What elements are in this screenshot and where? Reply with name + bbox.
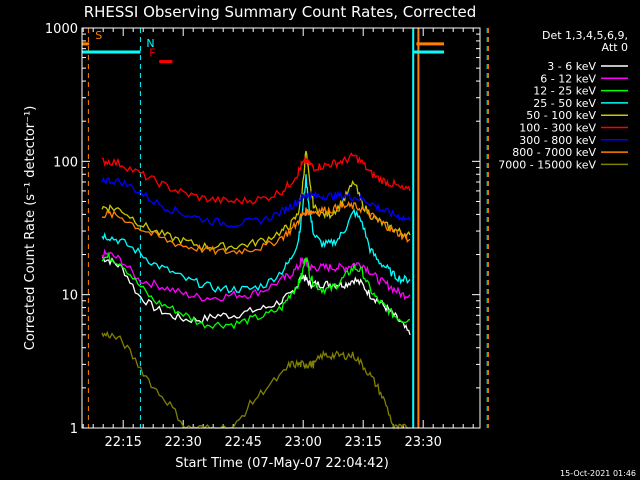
y-tick-label: 10: [61, 289, 78, 304]
x-axis: 22:15 22:30 22:45 23:00 23:15 23:30: [82, 28, 474, 450]
flag-bars: S NF: [82, 29, 444, 64]
series-line: [101, 174, 411, 294]
flag-bar-label: N: [146, 37, 154, 50]
footer-timestamp: 15-Oct-2021 01:46: [560, 469, 636, 478]
legend-header-detectors: Det 1,3,4,5,6,9,: [542, 29, 628, 42]
series-line: [101, 176, 411, 228]
x-tick-label: 22:15: [104, 435, 141, 450]
legend-entry-label: 12 - 25 keV: [533, 85, 596, 98]
legend-entry-label: 25 - 50 keV: [533, 97, 596, 110]
legend-entry-label: 6 - 12 keV: [540, 72, 596, 85]
vertical-markers: [87, 28, 489, 428]
x-tick-label: 23:00: [284, 435, 321, 450]
legend-entry-label: 50 - 100 keV: [526, 109, 596, 122]
series-line: [101, 248, 411, 302]
x-tick-label: 23:15: [344, 435, 381, 450]
y-tick-label: 100: [53, 155, 78, 170]
y-tick-label: 1000: [45, 22, 78, 37]
x-tick-label: 23:30: [404, 435, 441, 450]
y-axis-label: Corrected Count Rate (s⁻¹ detector⁻¹): [23, 106, 38, 351]
series-line: [101, 251, 411, 330]
legend-entry-label: 800 - 7000 keV: [512, 146, 596, 159]
flag-bar-label: S: [95, 29, 102, 42]
plot-frame: [81, 27, 481, 429]
legend-entry-label: 3 - 6 keV: [547, 60, 596, 73]
flag-bar-label: F: [149, 47, 155, 60]
y-axis: 1 10 100 1000: [45, 22, 480, 437]
x-tick-label: 22:45: [224, 435, 261, 450]
series-line: [101, 152, 411, 205]
y-tick-label: 1: [70, 422, 78, 437]
legend-entry-label: 300 - 800 keV: [519, 134, 596, 147]
x-tick-label: 22:30: [164, 435, 201, 450]
legend-entry-label: 7000 - 15000 keV: [498, 158, 596, 171]
chart-title: RHESSI Observing Summary Count Rates, Co…: [84, 3, 477, 21]
legend-header-attenuator: Att 0: [602, 41, 628, 54]
legend-entry-label: 100 - 300 keV: [519, 122, 596, 135]
series-lines: [101, 150, 411, 430]
series-line: [101, 330, 410, 430]
series-line: [101, 200, 411, 256]
x-axis-label: Start Time (07-May-07 22:04:42): [175, 456, 389, 471]
series-line: [101, 256, 411, 335]
